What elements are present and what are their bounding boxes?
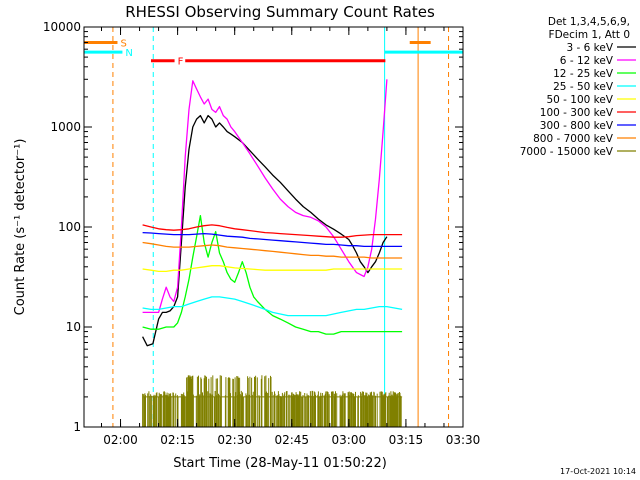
x-tick-label: 03:00 <box>332 433 367 447</box>
legend-label: 300 - 800 keV <box>540 120 614 132</box>
series-group <box>142 231 403 248</box>
legend-label: 3 - 6 keV <box>566 42 613 54</box>
series-group <box>142 79 388 314</box>
legend-header: Det 1,3,4,5,6,9, <box>548 16 630 28</box>
series-line <box>142 296 403 317</box>
series-group <box>142 224 403 238</box>
axes: 1 10 100 1000 10000 02:00 02:15 02:30 02:45 03:00… <box>43 20 480 447</box>
legend-label: 12 - 25 keV <box>553 68 614 80</box>
y-tick-label: 10000 <box>43 20 81 34</box>
legend-label: 50 - 100 keV <box>546 94 613 106</box>
x-tick-label: 03:15 <box>389 433 424 447</box>
series-group <box>142 241 403 259</box>
legend-label: 7000 - 15000 keV <box>520 146 614 158</box>
x-axis-label: Start Time (28-May-11 01:50:22) <box>173 456 387 471</box>
series-group <box>142 296 403 317</box>
y-tick-label: 1 <box>73 420 81 434</box>
legend-label: 25 - 50 keV <box>553 81 614 93</box>
status-bar-label: N <box>125 48 132 59</box>
x-tick-label: 02:00 <box>103 433 138 447</box>
x-tick-label: 02:15 <box>160 433 195 447</box>
legend-header: FDecim 1, Att 0 <box>549 29 630 41</box>
x-tick-label: 02:30 <box>217 433 252 447</box>
y-tick-label: 100 <box>58 220 81 234</box>
series-line <box>142 79 388 314</box>
footer-date: 17-Oct-2021 10:14 <box>560 467 636 476</box>
series-group <box>142 214 403 335</box>
series-group <box>142 265 403 273</box>
y-axis-label: Count Rate (s⁻¹ detector⁻¹) <box>13 139 28 316</box>
series-line <box>142 224 403 238</box>
series-line <box>142 214 403 335</box>
series-line <box>142 231 403 248</box>
legend-label: 800 - 7000 keV <box>533 133 614 145</box>
series-line <box>142 265 403 273</box>
y-tick-label: 1000 <box>50 120 81 134</box>
series-line <box>142 241 403 259</box>
status-bar-label: F <box>178 57 184 68</box>
legend-label: 100 - 300 keV <box>540 107 614 119</box>
plot-area: SN F <box>84 27 463 427</box>
y-tick-label: 10 <box>66 320 81 334</box>
chart-title: RHESSI Observing Summary Count Rates <box>125 3 435 21</box>
series-line <box>142 375 402 427</box>
series-group <box>142 375 403 427</box>
legend-label: 6 - 12 keV <box>560 55 614 67</box>
x-tick-label: 02:45 <box>274 433 309 447</box>
status-bar-label: S <box>120 38 126 49</box>
x-tick-label: 03:30 <box>446 433 481 447</box>
